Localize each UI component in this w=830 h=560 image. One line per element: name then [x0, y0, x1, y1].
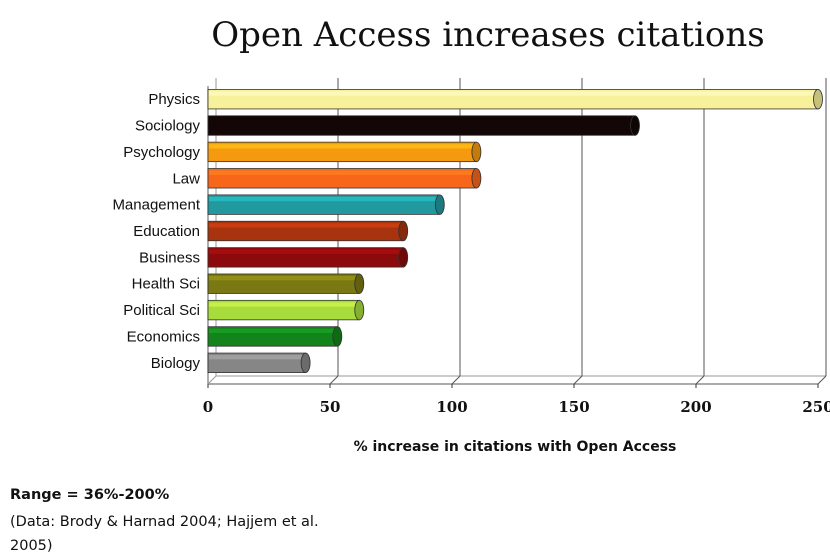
bar-highlight — [209, 249, 403, 254]
gridline-foot — [329, 375, 339, 385]
category-label: Business — [139, 249, 200, 266]
gridline-foot — [451, 375, 461, 385]
bar-highlight — [209, 355, 305, 360]
category-label: Physics — [148, 91, 200, 108]
bar-highlight — [209, 328, 337, 333]
bar-end-cap — [354, 299, 365, 321]
floor-edge-line — [207, 375, 217, 385]
bar — [207, 89, 823, 110]
category-label: Health Sci — [132, 276, 200, 293]
bar — [207, 326, 343, 347]
source-note: (Data: Brody & Harnad 2004; Hajjem et al… — [10, 514, 319, 554]
category-label: Law — [172, 170, 200, 187]
bar-highlight — [209, 91, 817, 96]
x-tick-label: 200 — [680, 398, 711, 416]
gridline-foot — [573, 375, 583, 385]
bar-highlight — [209, 275, 359, 281]
bar-highlight — [209, 302, 359, 307]
x-axis-title: % increase in citations with Open Access — [354, 439, 677, 455]
x-tick-label: 100 — [436, 398, 467, 416]
gridline-foot — [817, 375, 827, 385]
range-note: Range = 36%-200% — [10, 487, 170, 503]
bar — [207, 115, 640, 136]
bars — [207, 89, 823, 373]
x-tick-label: 50 — [320, 398, 341, 416]
bar-end-cap — [354, 273, 365, 294]
category-label: Education — [133, 223, 200, 240]
bar-highlight — [209, 170, 476, 175]
bar-end-cap — [813, 89, 823, 110]
bar-highlight — [209, 117, 634, 123]
bar-highlight — [209, 223, 403, 228]
bar-end-cap — [398, 247, 409, 268]
bar — [207, 194, 445, 215]
category-label: Biology — [151, 355, 201, 372]
category-label: Management — [112, 197, 200, 214]
bar-highlight — [209, 196, 439, 202]
bar-end-cap — [398, 220, 409, 242]
bar — [207, 273, 365, 294]
bar-end-cap — [471, 141, 482, 163]
category-label: Psychology — [123, 144, 200, 161]
bar — [207, 141, 482, 163]
bar-highlight — [209, 144, 476, 149]
bar — [207, 299, 365, 321]
x-tick-label: 0 — [203, 398, 213, 416]
category-label: Political Sci — [123, 302, 200, 319]
category-labels: Physics Sociology Psychology Law Management E… — [112, 91, 200, 372]
x-tick-labels: 0 50 100 150 200 250 — [203, 398, 830, 416]
x-tick-label: 250 — [802, 398, 830, 416]
bar — [207, 352, 311, 373]
category-label: Sociology — [135, 118, 201, 135]
chart-title: Open Access increases citations — [211, 15, 764, 55]
bar-end-cap — [300, 352, 311, 373]
bar — [207, 168, 482, 189]
x-tick-label: 150 — [558, 398, 589, 416]
bar-end-cap — [630, 115, 640, 136]
bar-end-cap — [434, 194, 445, 215]
bar — [207, 247, 409, 268]
bar-end-cap — [471, 168, 482, 189]
gridline-foot — [695, 375, 705, 385]
category-label: Economics — [127, 328, 200, 345]
bar — [207, 220, 409, 242]
chart: Open Access increases citations Physics S… — [112, 15, 830, 455]
bar-end-cap — [332, 326, 343, 347]
